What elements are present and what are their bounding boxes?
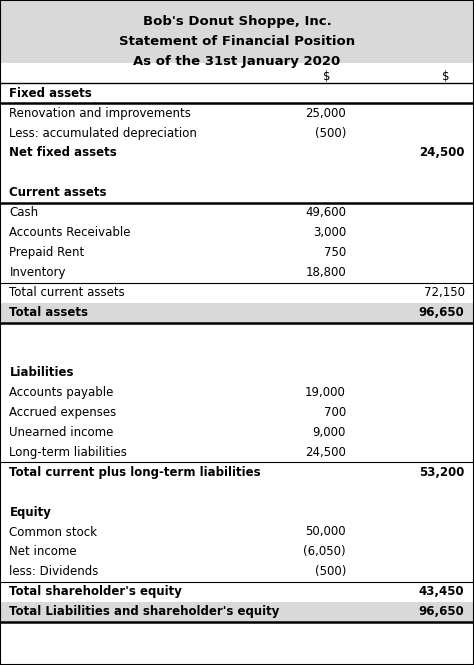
- FancyBboxPatch shape: [0, 103, 474, 123]
- FancyBboxPatch shape: [0, 263, 474, 283]
- Text: Long-term liabilities: Long-term liabilities: [9, 446, 128, 459]
- Text: Total Liabilities and shareholder's equity: Total Liabilities and shareholder's equi…: [9, 605, 280, 618]
- FancyBboxPatch shape: [0, 123, 474, 143]
- Text: Cash: Cash: [9, 206, 38, 219]
- FancyBboxPatch shape: [0, 342, 474, 362]
- FancyBboxPatch shape: [0, 163, 474, 183]
- Text: Net income: Net income: [9, 545, 77, 559]
- FancyBboxPatch shape: [0, 442, 474, 462]
- Text: Accounts payable: Accounts payable: [9, 386, 114, 399]
- Text: 25,000: 25,000: [305, 106, 346, 120]
- FancyBboxPatch shape: [0, 203, 474, 223]
- FancyBboxPatch shape: [0, 223, 474, 243]
- Text: Fixed assets: Fixed assets: [9, 86, 92, 100]
- Text: Liabilities: Liabilities: [9, 366, 74, 379]
- Text: (500): (500): [315, 126, 346, 140]
- Text: Accounts Receivable: Accounts Receivable: [9, 226, 131, 239]
- Text: 96,650: 96,650: [419, 605, 465, 618]
- Text: Less: accumulated depreciation: Less: accumulated depreciation: [9, 126, 197, 140]
- Text: Inventory: Inventory: [9, 266, 66, 279]
- FancyBboxPatch shape: [0, 83, 474, 103]
- Text: 96,650: 96,650: [419, 306, 465, 319]
- Text: (500): (500): [315, 565, 346, 579]
- FancyBboxPatch shape: [0, 502, 474, 522]
- Text: less: Dividends: less: Dividends: [9, 565, 99, 579]
- Text: Prepaid Rent: Prepaid Rent: [9, 246, 85, 259]
- Text: 43,450: 43,450: [419, 585, 465, 598]
- Text: Total assets: Total assets: [9, 306, 89, 319]
- Text: Total current plus long-term liabilities: Total current plus long-term liabilities: [9, 465, 261, 479]
- Text: Statement of Financial Position: Statement of Financial Position: [119, 35, 355, 49]
- Text: 24,500: 24,500: [305, 446, 346, 459]
- FancyBboxPatch shape: [0, 143, 474, 163]
- FancyBboxPatch shape: [0, 402, 474, 422]
- Text: 18,800: 18,800: [305, 266, 346, 279]
- Text: Renovation and improvements: Renovation and improvements: [9, 106, 191, 120]
- Text: (6,050): (6,050): [303, 545, 346, 559]
- FancyBboxPatch shape: [0, 303, 474, 323]
- FancyBboxPatch shape: [0, 562, 474, 582]
- Text: Unearned income: Unearned income: [9, 426, 114, 439]
- Text: Total shareholder's equity: Total shareholder's equity: [9, 585, 182, 598]
- Text: 72,150: 72,150: [424, 286, 465, 299]
- FancyBboxPatch shape: [0, 283, 474, 303]
- FancyBboxPatch shape: [0, 522, 474, 542]
- Text: Total current assets: Total current assets: [9, 286, 125, 299]
- Text: 9,000: 9,000: [313, 426, 346, 439]
- Text: Common stock: Common stock: [9, 525, 98, 539]
- FancyBboxPatch shape: [0, 323, 474, 342]
- FancyBboxPatch shape: [0, 243, 474, 263]
- FancyBboxPatch shape: [0, 0, 474, 63]
- Text: 19,000: 19,000: [305, 386, 346, 399]
- Text: 700: 700: [324, 406, 346, 419]
- Text: 3,000: 3,000: [313, 226, 346, 239]
- Text: $: $: [442, 70, 449, 83]
- Text: As of the 31st January 2020: As of the 31st January 2020: [133, 55, 341, 68]
- FancyBboxPatch shape: [0, 482, 474, 502]
- FancyBboxPatch shape: [0, 602, 474, 622]
- Text: 53,200: 53,200: [419, 465, 465, 479]
- Text: Current assets: Current assets: [9, 186, 107, 200]
- Text: $: $: [323, 70, 331, 83]
- Text: Bob's Donut Shoppe, Inc.: Bob's Donut Shoppe, Inc.: [143, 15, 331, 29]
- FancyBboxPatch shape: [0, 582, 474, 602]
- Text: 49,600: 49,600: [305, 206, 346, 219]
- FancyBboxPatch shape: [0, 462, 474, 482]
- Text: 750: 750: [324, 246, 346, 259]
- Text: Accrued expenses: Accrued expenses: [9, 406, 117, 419]
- Text: 50,000: 50,000: [305, 525, 346, 539]
- FancyBboxPatch shape: [0, 382, 474, 402]
- Text: 24,500: 24,500: [419, 146, 465, 160]
- FancyBboxPatch shape: [0, 422, 474, 442]
- Text: Net fixed assets: Net fixed assets: [9, 146, 117, 160]
- FancyBboxPatch shape: [0, 362, 474, 382]
- FancyBboxPatch shape: [0, 183, 474, 203]
- FancyBboxPatch shape: [0, 542, 474, 562]
- Text: Equity: Equity: [9, 505, 51, 519]
